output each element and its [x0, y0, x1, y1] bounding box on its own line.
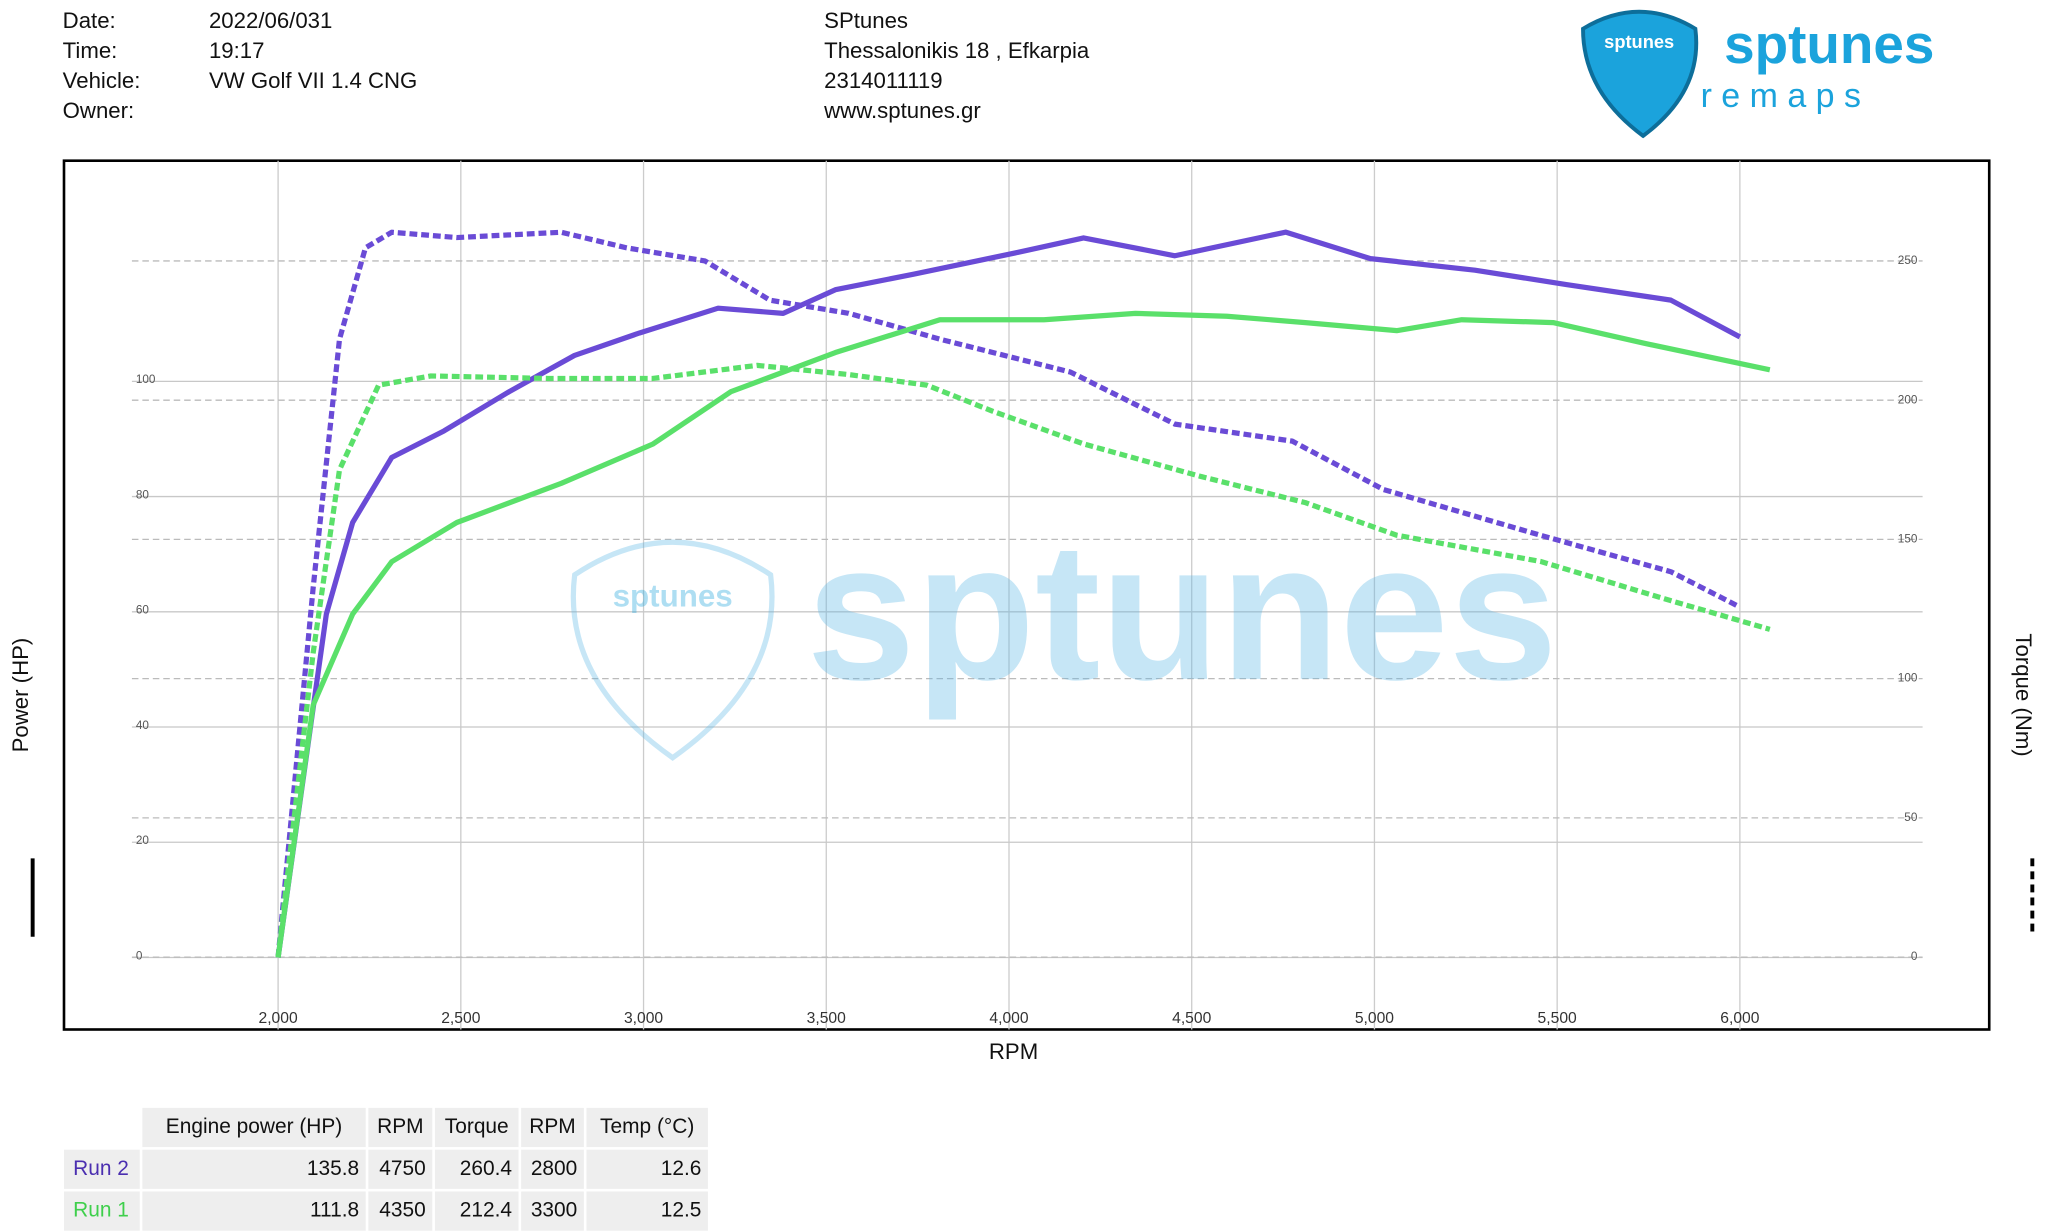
logo-mark-text: sptunes: [1604, 31, 1674, 52]
logo-name: sptunes: [1724, 13, 1934, 75]
results-table: Engine power (HP) RPM Torque RPM Temp (°C) Ru…: [64, 1107, 708, 1231]
y2-axis-label: Torque (Nm): [2011, 633, 2036, 756]
x-tick-label: 4,000: [989, 1010, 1028, 1027]
grid: [131, 160, 1923, 1030]
x-tick-label: 3,500: [807, 1010, 846, 1027]
header-cell: [586, 1107, 708, 1148]
y2-tick-label: 50: [1904, 811, 1918, 824]
plot-frame: [62, 159, 1991, 1031]
x-axis-label: RPM: [989, 1039, 1038, 1064]
x-tick-label: 3,000: [624, 1010, 663, 1027]
field-label: Owner:: [63, 98, 135, 123]
x-tick-label: 2,000: [259, 1010, 298, 1027]
cell-value: 4750: [379, 1157, 425, 1180]
company-line: SPtunes: [824, 8, 908, 33]
column-header: RPM: [529, 1115, 575, 1138]
field-value: 2022/06/031: [209, 8, 332, 33]
torque-line: [275, 362, 1771, 958]
header-cell: [521, 1107, 584, 1148]
y-tick-label: 60: [136, 604, 150, 617]
plot: 2,000 2,500 3,000 3,500 4,000 4,500 5,000 5,500…: [136, 229, 1918, 1027]
y2-tick-label: 100: [1898, 672, 1918, 685]
y-tick-label: 40: [136, 719, 150, 732]
cell-bg: [142, 1149, 366, 1189]
column-header: Engine power (HP): [166, 1115, 342, 1138]
cell-value: 4350: [379, 1199, 425, 1222]
x-tick-label: 5,000: [1355, 1010, 1394, 1027]
y2-tick-label: 150: [1898, 533, 1918, 546]
cell-value: 212.4: [460, 1199, 512, 1222]
column-header: Temp (°C): [600, 1115, 694, 1138]
logo: sptunes sptunes r e m a p s: [1581, 9, 1934, 139]
field-label: Vehicle:: [63, 68, 141, 93]
x-tick-label: 5,500: [1538, 1010, 1577, 1027]
run-name: Run 2: [73, 1157, 129, 1180]
y-tick-label: 0: [136, 949, 143, 962]
header: Date: 2022/06/031 Time: 19:17 Vehicle: VW Gol…: [63, 8, 1090, 123]
field-value: 19:17: [209, 38, 265, 63]
cell-bg: [586, 1191, 708, 1231]
cell-bg: [434, 1149, 519, 1189]
cell-value: 135.8: [307, 1157, 359, 1180]
y2-tick-label: 0: [1911, 950, 1918, 963]
cell-value: 3300: [531, 1199, 577, 1222]
company-line: 2314011119: [824, 68, 942, 93]
watermark: sptunes sptunes: [570, 502, 1558, 761]
field-label: Date:: [63, 8, 116, 33]
field-value: VW Golf VII 1.4 CNG: [209, 68, 417, 93]
run-name: Run 1: [73, 1199, 129, 1222]
run-cell: [64, 1191, 140, 1231]
power-line: [275, 229, 1742, 958]
cell-value: 260.4: [460, 1157, 512, 1180]
cell-value: 2800: [531, 1157, 577, 1180]
cell-bg: [434, 1191, 519, 1231]
cell-bg: [368, 1191, 433, 1231]
power-line: [275, 310, 1771, 958]
run-cell: [64, 1149, 140, 1189]
y-axis-label: Power (HP): [8, 638, 33, 753]
column-header: Torque: [445, 1115, 509, 1138]
cell-value: 111.8: [310, 1199, 359, 1222]
header-cell: [368, 1107, 433, 1148]
watermark-mark-text: sptunes: [613, 579, 733, 614]
field-label: Time:: [63, 38, 118, 63]
logo-tagline: r e m a p s: [1701, 77, 1861, 115]
y2-tick-label: 200: [1898, 393, 1918, 406]
cell-value: 12.5: [661, 1199, 702, 1222]
x-tick-label: 2,500: [441, 1010, 480, 1027]
y-tick-label: 20: [136, 834, 150, 847]
cell-bg: [521, 1191, 584, 1231]
company-line: Thessalonikis 18 , Efkarpia: [824, 38, 1090, 63]
cell-bg: [586, 1149, 708, 1189]
cell-bg: [368, 1149, 433, 1189]
y-tick-label: 80: [136, 488, 150, 501]
y-tick-label: 100: [136, 373, 156, 386]
cell-bg: [521, 1149, 584, 1189]
column-header: RPM: [377, 1115, 423, 1138]
watermark-text: sptunes: [806, 502, 1557, 721]
cell-bg: [142, 1191, 366, 1231]
company-line: www.sptunes.gr: [823, 98, 981, 123]
x-tick-label: 4,500: [1172, 1010, 1211, 1027]
header-cell: [434, 1107, 519, 1148]
y2-tick-label: 250: [1898, 254, 1918, 267]
header-cell: [142, 1107, 366, 1148]
cell-value: 12.6: [661, 1157, 702, 1180]
x-tick-label: 6,000: [1720, 1010, 1759, 1027]
